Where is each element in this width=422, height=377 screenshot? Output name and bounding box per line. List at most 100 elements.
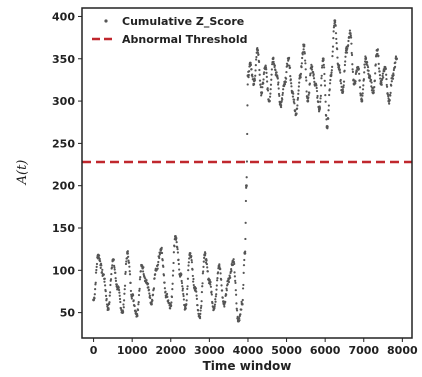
data-point (244, 221, 247, 224)
data-point (297, 85, 300, 88)
data-point (192, 283, 195, 287)
data-point (287, 56, 291, 59)
data-point (268, 99, 271, 103)
data-point (235, 302, 238, 305)
data-point (269, 92, 272, 95)
data-point (175, 236, 178, 240)
legend-marker-scatter (104, 19, 108, 23)
data-point (349, 34, 352, 37)
data-point (381, 72, 385, 75)
x-tick-label: 6000 (310, 344, 341, 357)
data-point (279, 102, 282, 105)
data-point (215, 288, 218, 291)
data-point (383, 69, 386, 72)
data-point (384, 67, 387, 70)
data-point (200, 300, 203, 303)
data-point (182, 292, 185, 296)
data-point (335, 42, 338, 45)
data-point (272, 60, 275, 64)
data-point (206, 266, 209, 269)
data-point (215, 293, 218, 296)
data-point (366, 65, 370, 69)
data-point (196, 304, 199, 307)
data-point (334, 24, 337, 27)
data-point (98, 254, 101, 257)
data-point (113, 266, 116, 269)
data-point (142, 273, 145, 276)
data-point (254, 74, 257, 77)
data-point (285, 70, 288, 74)
data-point (379, 77, 382, 80)
data-point (302, 48, 305, 51)
data-point (181, 289, 184, 292)
data-point (344, 60, 347, 63)
data-point (175, 240, 178, 244)
data-point (317, 100, 320, 104)
data-point (160, 251, 164, 255)
data-point (151, 293, 155, 296)
data-point (242, 283, 245, 287)
data-point (202, 260, 205, 263)
data-point (235, 309, 239, 312)
data-point (209, 285, 213, 288)
data-point (289, 78, 292, 81)
data-point (392, 68, 395, 72)
data-point (181, 285, 184, 288)
data-point (208, 278, 211, 281)
data-point (296, 107, 299, 110)
data-point (233, 271, 236, 274)
data-point (377, 54, 380, 57)
data-point (240, 308, 243, 311)
data-point (367, 72, 370, 75)
data-point (253, 79, 257, 82)
data-point (350, 53, 354, 57)
data-point (273, 64, 276, 67)
data-point (124, 272, 127, 276)
data-point (219, 272, 222, 275)
data-point (337, 65, 341, 69)
data-point (242, 271, 245, 274)
data-point (181, 287, 185, 290)
data-point (276, 83, 280, 86)
data-point (105, 297, 108, 301)
data-point (361, 98, 364, 102)
data-point (214, 298, 217, 301)
data-point (288, 66, 292, 69)
data-point (347, 39, 350, 43)
data-point (332, 37, 335, 40)
data-point (186, 287, 189, 291)
data-point (370, 81, 373, 84)
data-point (235, 293, 238, 296)
data-point (201, 285, 204, 288)
data-point (330, 69, 333, 72)
data-point (322, 63, 325, 66)
data-point (100, 264, 103, 267)
data-point (329, 78, 332, 82)
x-tick-label: 2000 (155, 344, 186, 357)
data-point (128, 270, 131, 273)
data-point (107, 308, 110, 311)
data-point (170, 295, 174, 299)
data-point (255, 55, 258, 59)
data-point (111, 264, 114, 267)
y-tick-label: 200 (52, 180, 75, 193)
data-point (282, 84, 286, 88)
data-point (182, 298, 185, 301)
data-point (361, 94, 364, 97)
data-point (389, 91, 392, 94)
data-point (171, 282, 174, 285)
data-point (351, 68, 354, 71)
data-point (364, 56, 368, 60)
data-point (395, 58, 398, 61)
data-point (377, 62, 380, 66)
data-point (176, 246, 179, 249)
data-point (185, 293, 189, 296)
data-point (255, 58, 258, 61)
data-point (300, 62, 303, 65)
data-point (390, 84, 393, 87)
data-point (262, 78, 265, 81)
data-point (307, 96, 310, 99)
data-point (129, 281, 132, 284)
data-point (308, 82, 311, 85)
data-point (94, 281, 97, 284)
